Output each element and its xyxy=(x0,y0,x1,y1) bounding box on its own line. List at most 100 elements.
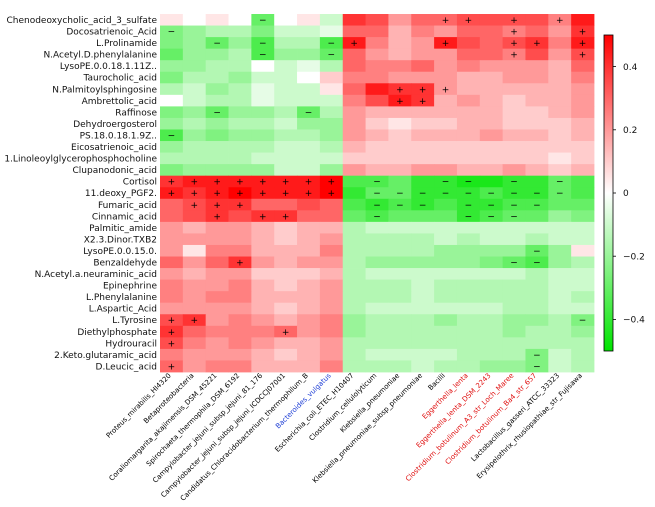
heatmap-cell xyxy=(274,117,298,130)
heatmap-cell xyxy=(548,141,572,153)
heatmap-cell xyxy=(525,14,549,26)
significance-plus-mark: + xyxy=(236,178,244,188)
heatmap-cell xyxy=(342,360,366,373)
heatmap-cell xyxy=(228,198,252,211)
heatmap-cell xyxy=(251,210,275,223)
heatmap-cell xyxy=(319,291,344,304)
heatmap-cell xyxy=(456,83,481,96)
heatmap-cell xyxy=(342,256,366,269)
heatmap-cell xyxy=(319,233,344,246)
heatmap-cell xyxy=(182,60,207,73)
heatmap-cell xyxy=(274,291,298,304)
heatmap-cell xyxy=(228,141,252,153)
heatmap-cell xyxy=(456,106,481,119)
significance-plus-mark: + xyxy=(282,328,290,338)
heatmap-cell xyxy=(525,302,549,315)
row-label: X2.3.Dinor.TXB2 xyxy=(84,235,157,245)
row-label: L.Prolinamide xyxy=(96,39,157,49)
heatmap-cell xyxy=(274,279,298,292)
heatmap-cell xyxy=(251,256,275,269)
heatmap-cell xyxy=(365,325,389,338)
heatmap-cell xyxy=(456,175,481,188)
heatmap-cell xyxy=(319,221,344,234)
heatmap-cell xyxy=(479,279,504,292)
heatmap-cell xyxy=(502,302,526,315)
heatmap-cell xyxy=(525,233,549,246)
row-label: D.Leucic_acid xyxy=(96,362,157,372)
heatmap-cell xyxy=(434,25,458,38)
heatmap-cell xyxy=(160,325,184,338)
heatmap-cell xyxy=(251,348,275,361)
heatmap-cell xyxy=(365,279,389,292)
heatmap-cell xyxy=(182,198,207,211)
heatmap-cell xyxy=(434,244,458,257)
heatmap-cell xyxy=(160,141,184,153)
heatmap-cell xyxy=(205,221,229,234)
heatmap-cell xyxy=(388,129,412,142)
heatmap-cells xyxy=(160,14,595,373)
heatmap-cell xyxy=(160,14,184,26)
heatmap-cell xyxy=(548,152,572,165)
heatmap-cell xyxy=(228,129,252,142)
heatmap-cell xyxy=(411,94,435,107)
heatmap-cell xyxy=(411,141,435,153)
heatmap-cell xyxy=(365,164,389,177)
row-label: 11.deoxy_PGF2. xyxy=(85,189,157,199)
heatmap-cell xyxy=(525,256,549,269)
heatmap-cell xyxy=(502,152,526,165)
heatmap-cell xyxy=(571,291,595,304)
heatmap-cell xyxy=(297,141,321,153)
heatmap-cell xyxy=(388,314,412,327)
heatmap-cell xyxy=(571,175,595,188)
heatmap-cell xyxy=(342,291,366,304)
heatmap-cell xyxy=(571,210,595,223)
heatmap-cell xyxy=(434,71,458,84)
heatmap-cell xyxy=(297,360,321,373)
heatmap-cell xyxy=(525,268,549,281)
significance-plus-mark: + xyxy=(168,178,176,188)
row-label: LysoPE.0.0.15.0. xyxy=(83,247,157,257)
heatmap-cell xyxy=(479,141,504,153)
heatmap-cell xyxy=(319,141,344,153)
heatmap-cell xyxy=(571,117,595,130)
heatmap-cell xyxy=(479,268,504,281)
heatmap-cell xyxy=(411,279,435,292)
heatmap-cell xyxy=(160,210,184,223)
row-label: L.Aspartic_Acid xyxy=(89,305,157,315)
heatmap-cell xyxy=(205,233,229,246)
heatmap-cell xyxy=(388,256,412,269)
heatmap-cell xyxy=(297,94,321,107)
significance-plus-mark: + xyxy=(579,39,587,49)
heatmap-cell xyxy=(548,348,572,361)
heatmap-cell xyxy=(228,60,252,73)
significance-plus-mark: + xyxy=(236,201,244,211)
legend-tick-label: 0.2 xyxy=(623,126,637,136)
heatmap-cell xyxy=(160,83,184,96)
heatmap-cell xyxy=(274,71,298,84)
heatmap-cell xyxy=(160,164,184,177)
heatmap-cell xyxy=(388,152,412,165)
significance-plus-mark: + xyxy=(190,178,198,188)
heatmap-cell xyxy=(388,302,412,315)
heatmap-cell xyxy=(228,164,252,177)
heatmap-cell xyxy=(342,325,366,338)
heatmap-cell xyxy=(182,141,207,153)
heatmap-cell xyxy=(297,279,321,292)
heatmap-cell xyxy=(205,302,229,315)
heatmap-cell xyxy=(571,152,595,165)
heatmap-cell xyxy=(160,233,184,246)
significance-minus-mark: − xyxy=(373,178,381,188)
heatmap-cell xyxy=(160,360,184,373)
row-label: Cortisol xyxy=(123,178,157,188)
heatmap-cell xyxy=(182,268,207,281)
row-label: Ambrettolic_acid xyxy=(82,97,157,107)
heatmap-cell xyxy=(251,198,275,211)
heatmap-cell xyxy=(228,233,252,246)
heatmap-cell xyxy=(228,360,252,373)
heatmap-cell xyxy=(434,175,458,188)
heatmap-cell xyxy=(319,83,344,96)
heatmap-cell xyxy=(205,83,229,96)
heatmap-cell xyxy=(388,348,412,361)
heatmap-cell xyxy=(297,164,321,177)
